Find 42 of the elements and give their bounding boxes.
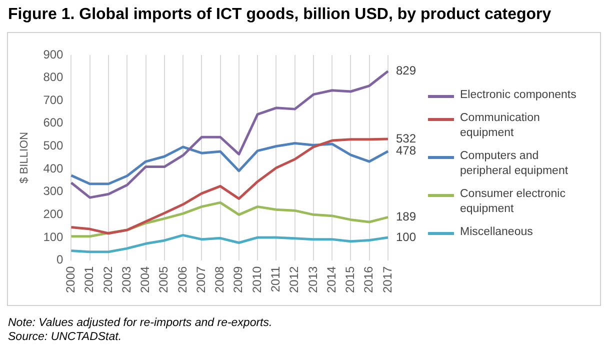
x-tick-label: 2013 [306,266,320,294]
x-tick-label: 2010 [250,266,264,294]
data-label: 189 [396,210,416,224]
y-tick-label: 200 [43,206,64,221]
data-label: 532 [396,131,416,146]
x-tick-label: 2004 [138,266,152,294]
x-tick-label: 2008 [212,266,227,294]
x-tick-label: 2012 [287,266,302,294]
source-note: Source: UNCTADStat. [8,330,123,344]
x-tick-label: 2001 [82,266,96,294]
legend-label: Communication equipment [460,112,540,139]
text: Note: Values adjusted for re-imports and re-exports. [8,316,272,330]
y-tick-label: 300 [43,184,64,198]
y-tick-label: 400 [43,161,64,176]
x-tick-label: 2002 [100,266,115,294]
x-tick-label: 2009 [231,266,246,294]
y-tick-label: 600 [43,116,64,130]
x-tick-label: 2016 [362,266,376,294]
y-tick-label: 800 [43,70,64,84]
chart-title: Figure 1. Global imports of ICT goods, billion USD, by product category [8,6,552,24]
y-axis-title: $ BILLION [18,132,31,184]
legend-label: Consumer electronic equipment [460,188,566,215]
y-tick-label: 500 [43,138,64,153]
data-label: 478 [396,144,416,158]
x-tick-label: 2005 [156,266,171,294]
x-tick-label: 2017 [380,266,394,294]
x-tick-label: 2014 [324,266,338,294]
legend-label: Computers and peripheral equipment [460,150,568,177]
data-label: 829 [396,64,416,78]
y-tick-label: 0 [56,252,64,267]
x-tick-label: 2011 [268,266,283,292]
x-tick-label: 2006 [175,266,190,294]
x-tick-label: 2007 [194,266,208,294]
y-tick-label: 100 [43,230,64,244]
x-tick-label: 2000 [64,266,78,294]
legend-label: Electronic components [460,89,576,101]
y-tick-label: 900 [43,47,64,62]
data-label: 100 [396,230,416,244]
x-tick-label: 2015 [343,266,358,294]
x-tick-label: 2003 [119,266,134,294]
y-tick-label: 700 [43,92,64,107]
legend-label: Miscellaneous [460,226,533,238]
